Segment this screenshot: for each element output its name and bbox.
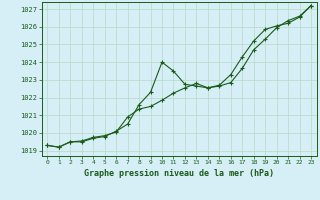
X-axis label: Graphe pression niveau de la mer (hPa): Graphe pression niveau de la mer (hPa) [84, 169, 274, 178]
